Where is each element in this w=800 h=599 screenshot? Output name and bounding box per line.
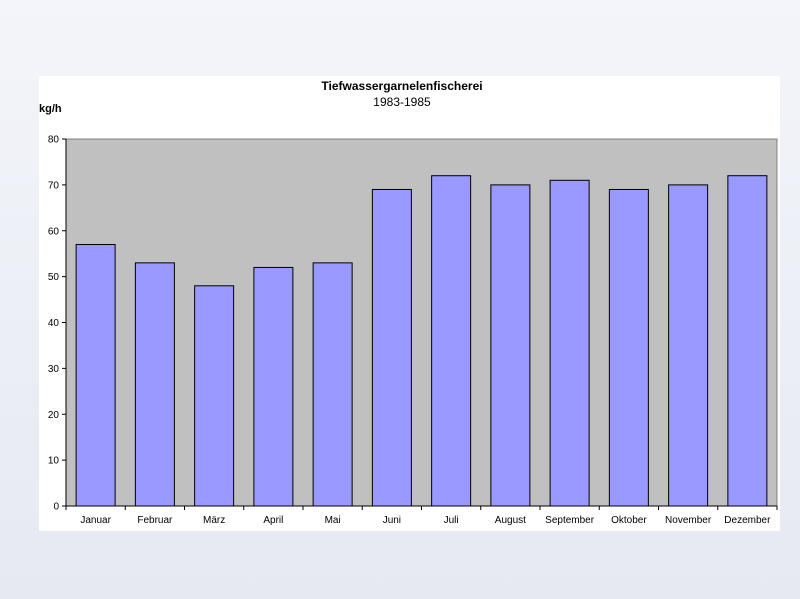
- plot-background: [65, 138, 778, 507]
- bar-märz: [194, 285, 235, 507]
- bar-juni: [371, 188, 412, 507]
- bar-mai: [312, 262, 353, 507]
- x-tick-label: August: [495, 515, 526, 526]
- bar-dezember: [727, 175, 768, 507]
- bar-juli: [431, 175, 472, 507]
- y-tick-label: 60: [48, 226, 60, 237]
- bar-november: [668, 184, 709, 507]
- x-tick-label: März: [203, 515, 225, 526]
- x-tick-label: November: [665, 515, 712, 526]
- plot-area: 0 10 20 30 40 50 60 70 80 Januar Februar März April M…: [48, 135, 778, 526]
- x-tick-label: April: [263, 515, 283, 526]
- bar-chart: Tiefwassergarnelenfischerei 1983-1985 kg…: [39, 79, 778, 526]
- bar-september: [549, 179, 590, 507]
- chart-card: Tiefwassergarnelenfischerei 1983-1985 kg…: [39, 76, 780, 531]
- y-axis-label: kg/h: [39, 103, 62, 115]
- x-tick-label: Januar: [80, 515, 111, 526]
- x-tick-label: Juli: [444, 515, 459, 526]
- bar-oktober: [608, 188, 649, 507]
- y-tick-label: 0: [53, 502, 59, 513]
- y-tick-label: 70: [48, 180, 60, 191]
- y-tick-label: 30: [48, 364, 60, 375]
- bar-januar: [75, 244, 116, 507]
- y-tick-label: 20: [48, 410, 60, 421]
- chart-subtitle: 1983-1985: [373, 95, 431, 109]
- x-tick-label: Februar: [137, 515, 173, 526]
- x-tick-label: September: [545, 515, 595, 526]
- y-tick-label: 80: [48, 135, 60, 146]
- x-tick-label: Mai: [325, 515, 341, 526]
- y-tick-label: 50: [48, 272, 60, 283]
- x-tick-label: Juni: [383, 515, 401, 526]
- x-tick-label: Dezember: [724, 515, 771, 526]
- bar-august: [490, 184, 531, 507]
- chart-title: Tiefwassergarnelenfischerei: [321, 79, 482, 93]
- y-tick-label: 10: [48, 456, 60, 467]
- bar-april: [253, 266, 294, 507]
- x-tick-label: Oktober: [611, 515, 647, 526]
- bar-februar: [134, 262, 175, 507]
- y-tick-label: 40: [48, 318, 60, 329]
